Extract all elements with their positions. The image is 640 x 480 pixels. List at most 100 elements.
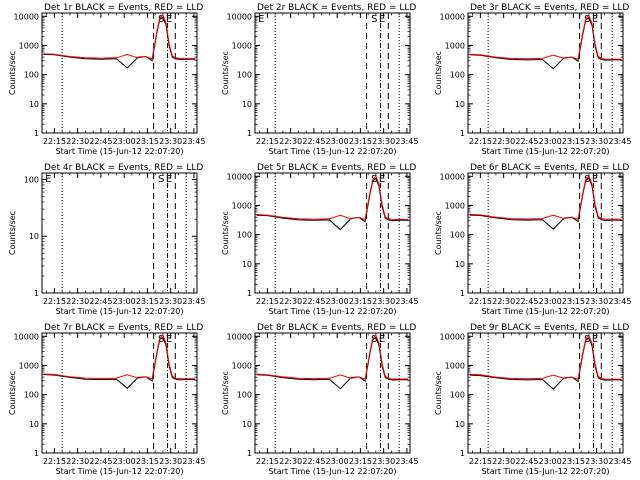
lld-series-line: [256, 175, 409, 221]
y-tick-label: 100: [237, 231, 252, 240]
edge-marker-label: E: [45, 174, 51, 185]
x-tick-label: 22:15: [469, 297, 492, 306]
x-tick-label: 22:15: [256, 297, 279, 306]
plot-frame: [41, 172, 198, 294]
events-series-line: [256, 177, 409, 231]
x-tick-label: 23:30: [585, 137, 608, 146]
y-axis-label: Counts/sec: [8, 51, 17, 95]
y-tick-label: 1000: [445, 201, 465, 210]
x-tick-label: 23:15: [136, 137, 159, 146]
y-tick-label: 1: [34, 449, 39, 458]
x-tick-label: 23:45: [608, 457, 631, 466]
panel-title: Det 4r BLACK = Events, RED = LLD: [44, 163, 203, 173]
y-tick-label: 1000: [19, 41, 39, 50]
y-tick-label: 1: [460, 449, 465, 458]
plot-frame: [41, 12, 198, 134]
x-tick-label: 22:45: [302, 297, 325, 306]
y-tick-label: 10000: [14, 332, 39, 341]
x-tick-label: 22:15: [256, 457, 279, 466]
edge-marker-label: E: [258, 14, 264, 25]
x-tick-label: 22:30: [66, 457, 89, 466]
x-tick-label: 22:30: [66, 137, 89, 146]
x-tick-label: 23:00: [326, 457, 349, 466]
x-tick-label: 23:00: [539, 137, 562, 146]
y-tick-label: 100: [450, 231, 465, 240]
y-tick-label: 1: [34, 289, 39, 298]
y-tick-label: 1000: [445, 41, 465, 50]
y-tick-label: 100: [24, 391, 39, 400]
x-axis-label: Start Time (15-Jun-12 22:07:20): [482, 147, 610, 156]
end-marker-label: E: [379, 174, 385, 185]
x-tick-label: 23:30: [372, 137, 395, 146]
y-tick-label: 10: [242, 260, 252, 269]
x-tick-label: 23:30: [159, 457, 182, 466]
y-tick-label: 10: [455, 100, 465, 109]
x-axis-label: Start Time (15-Jun-12 22:07:20): [269, 307, 397, 316]
y-tick-label: 100: [237, 71, 252, 80]
x-tick-label: 23:30: [372, 457, 395, 466]
panel-title: Det 8r BLACK = Events, RED = LLD: [257, 323, 416, 333]
x-tick-label: 23:30: [585, 297, 608, 306]
end-marker-label: E: [592, 334, 598, 345]
x-tick-label: 22:45: [89, 137, 112, 146]
panel-title: Det 1r BLACK = Events, RED = LLD: [44, 3, 203, 13]
y-axis-label: Counts/sec: [434, 51, 443, 95]
x-tick-label: 22:30: [66, 297, 89, 306]
y-tick-label: 100: [450, 71, 465, 80]
x-axis-label: Start Time (15-Jun-12 22:07:20): [269, 467, 397, 476]
y-tick-label: 1: [460, 289, 465, 298]
panel-det-7: Det 7r BLACK = Events, RED = LLD 1 10 100 10…: [8, 323, 205, 476]
panel-title: Det 7r BLACK = Events, RED = LLD: [44, 323, 203, 333]
panel-det-3: Det 3r BLACK = Events, RED = LLD 1 10 100 10…: [434, 3, 631, 156]
panel-title: Det 3r BLACK = Events, RED = LLD: [470, 3, 629, 13]
end-marker-label: E: [166, 14, 172, 25]
events-series-line: [469, 337, 622, 390]
panel-det-5: Det 5r BLACK = Events, RED = LLD 1 10 100 10…: [221, 163, 418, 316]
y-tick-label: 100: [237, 391, 252, 400]
x-tick-label: 23:15: [562, 457, 585, 466]
start-marker-label: S: [371, 334, 377, 345]
panel-title: Det 5r BLACK = Events, RED = LLD: [257, 163, 416, 173]
y-tick-label: 10: [455, 420, 465, 429]
x-tick-label: 22:45: [89, 457, 112, 466]
x-tick-label: 22:30: [279, 457, 302, 466]
x-tick-label: 22:45: [302, 137, 325, 146]
y-axis-label: Counts/sec: [8, 211, 17, 255]
panel-det-1: Det 1r BLACK = Events, RED = LLD 1 10 100 10…: [8, 3, 205, 156]
y-tick-label: 10000: [14, 12, 39, 21]
x-tick-label: 23:45: [395, 457, 418, 466]
end-marker-label: E: [592, 174, 598, 185]
lld-series-line: [469, 175, 622, 220]
events-series-line: [469, 177, 622, 230]
y-tick-label: 1000: [19, 361, 39, 370]
plot-frame: [467, 12, 624, 134]
y-tick-label: 10: [455, 260, 465, 269]
x-tick-label: 23:15: [136, 457, 159, 466]
panel-det-2: Det 2r BLACK = Events, RED = LLD 1 10 100 10…: [221, 3, 418, 156]
y-tick-label: 10: [29, 100, 39, 109]
events-series-line: [469, 16, 622, 70]
x-tick-label: 22:15: [469, 137, 492, 146]
y-tick-label: 100: [24, 71, 39, 80]
events-series-line: [43, 16, 196, 69]
lld-series-line: [43, 14, 196, 60]
x-tick-label: 22:15: [256, 137, 279, 146]
panel-det-4: Det 4r BLACK = Events, RED = LLD 1 10 100 Co…: [8, 163, 205, 316]
x-axis-label: Start Time (15-Jun-12 22:07:20): [56, 147, 184, 156]
y-axis-label: Counts/sec: [434, 371, 443, 415]
y-tick-label: 10: [242, 100, 252, 109]
x-tick-label: 23:00: [539, 297, 562, 306]
x-tick-label: 23:45: [395, 137, 418, 146]
x-tick-label: 23:00: [326, 297, 349, 306]
y-tick-label: 10000: [227, 332, 252, 341]
y-axis-label: Counts/sec: [434, 211, 443, 255]
plot-frame: [254, 332, 411, 454]
x-tick-label: 22:30: [279, 137, 302, 146]
x-tick-label: 23:45: [182, 137, 205, 146]
y-tick-label: 1: [34, 129, 39, 138]
panel-title: Det 6r BLACK = Events, RED = LLD: [470, 163, 629, 173]
x-tick-label: 22:15: [43, 137, 66, 146]
end-marker-label: E: [379, 334, 385, 345]
y-tick-label: 1: [460, 129, 465, 138]
